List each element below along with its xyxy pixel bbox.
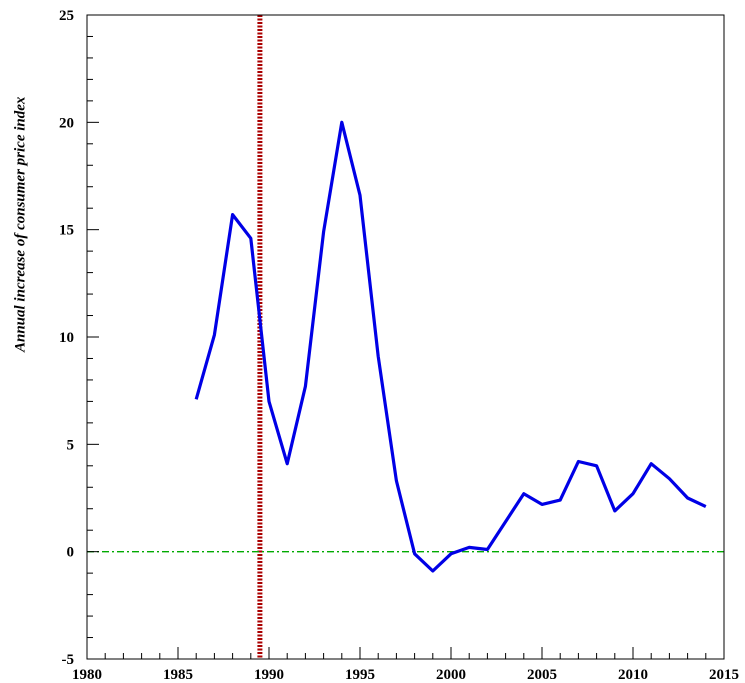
- y-tick-label: 20: [59, 115, 74, 131]
- y-tick-label: -5: [62, 652, 75, 668]
- reference-lines: [87, 15, 724, 659]
- data-series: [194, 120, 707, 573]
- x-tick-label: 2005: [527, 667, 557, 683]
- y-tick-label: 10: [59, 330, 74, 346]
- plot-frame: [86, 14, 725, 660]
- x-axis-ticks: 1980 1985 1990 1995 2000 2005 2010 2015: [72, 647, 739, 683]
- y-tick-label: 15: [59, 223, 74, 239]
- y-axis-ticks: -5 0 5 10 15 20 25: [59, 8, 99, 668]
- x-tick-label: 2010: [618, 667, 648, 683]
- y-tick-label: 5: [67, 437, 75, 453]
- x-tick-label: 2015: [709, 667, 739, 683]
- y-axis-title: Annual increase of consumer price index: [12, 96, 28, 353]
- x-tick-label: 1985: [163, 667, 193, 683]
- x-tick-label: 2000: [436, 667, 466, 683]
- y-tick-label: 0: [67, 545, 75, 561]
- y-tick-label: 25: [59, 8, 74, 24]
- x-tick-label: 1990: [254, 667, 284, 683]
- x-tick-label: 1995: [345, 667, 375, 683]
- series-line: [194, 120, 707, 573]
- x-tick-label: 1980: [72, 667, 102, 683]
